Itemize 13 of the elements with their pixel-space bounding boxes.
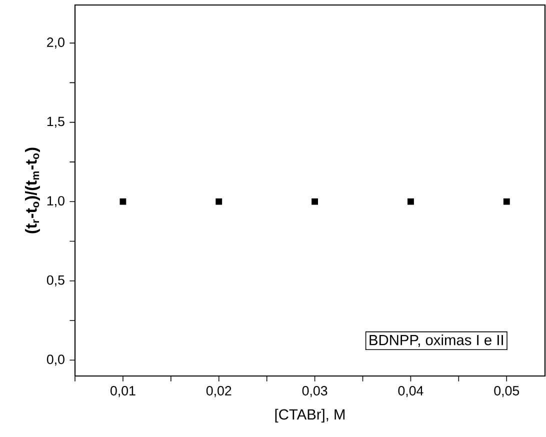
y-tick-label: 1,0	[47, 196, 64, 208]
x-tick-label: 0,03	[302, 386, 328, 398]
x-tick-label: 0,02	[206, 386, 232, 398]
y-tick-label: 0,0	[46, 354, 64, 366]
x-axis-title: [CTABr], M	[275, 408, 344, 423]
y-tick-label: 0,5	[46, 275, 64, 286]
y-tick-label: 2,0	[47, 38, 64, 49]
annotation: BDNPP, oximas I e II	[370, 334, 503, 347]
x-tick-label: 0,01	[110, 386, 136, 398]
x-tick-label: 0,04	[398, 386, 424, 398]
y-tick-label: 1,5	[47, 116, 64, 128]
x-tick-label: 0,05	[494, 386, 520, 398]
text: (t$_{r}$-t$_{o}$)/(t$_{m}$-t$_{o}$)	[25, 148, 40, 234]
